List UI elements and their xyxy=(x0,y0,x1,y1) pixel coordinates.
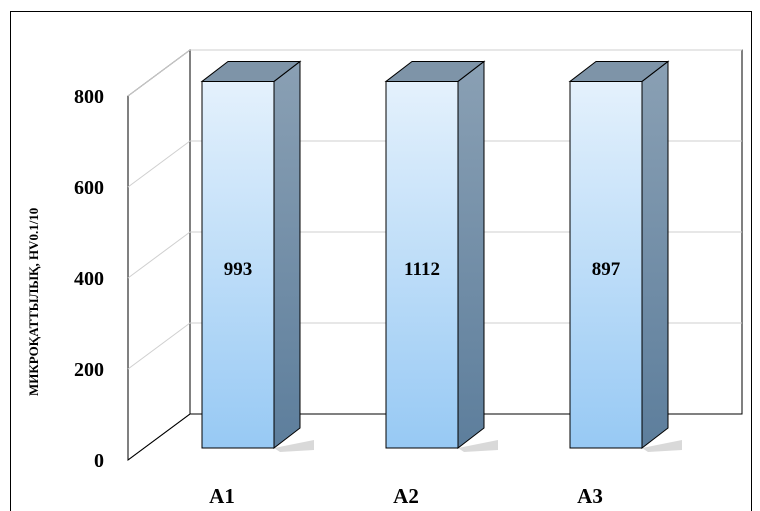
gridline-side xyxy=(127,49,191,97)
bar-shadow xyxy=(274,440,314,452)
bar-side xyxy=(273,60,301,450)
bar-side xyxy=(641,60,669,450)
x-tick-label: A3 xyxy=(577,484,603,508)
bar-top xyxy=(568,60,670,82)
x-tick-label: A2 xyxy=(393,484,419,508)
chart-frame xyxy=(10,11,752,511)
y-tick-label: 800 xyxy=(74,86,104,108)
labels: 0 200 400 600 800 993 A1 1112 A2 897 A3 xyxy=(74,86,621,508)
y-tick-label: 200 xyxy=(74,359,104,381)
bar-front xyxy=(569,80,643,449)
gridline-side xyxy=(127,231,191,279)
data-label: 1112 xyxy=(404,259,440,280)
x-tick-label: A1 xyxy=(209,484,235,508)
bar-front xyxy=(385,80,459,449)
gridline-side xyxy=(127,322,191,370)
gridline-side xyxy=(127,140,191,188)
y-tick-label: 400 xyxy=(74,268,104,290)
y-tick-label: 0 xyxy=(94,450,104,472)
bars xyxy=(200,60,682,452)
y-tick-label: 600 xyxy=(74,177,104,199)
bar-top xyxy=(384,60,486,82)
data-label: 993 xyxy=(224,259,253,280)
floor-edge xyxy=(127,413,191,461)
y-axis-label: МИКРОҚАТТЫЛЫҚ, HV0.1/10 xyxy=(26,208,41,396)
bar-top xyxy=(200,60,302,82)
bar-shadow xyxy=(458,440,498,452)
data-label: 897 xyxy=(592,259,621,280)
bar-shadow xyxy=(642,440,682,452)
bar-side xyxy=(457,60,485,450)
